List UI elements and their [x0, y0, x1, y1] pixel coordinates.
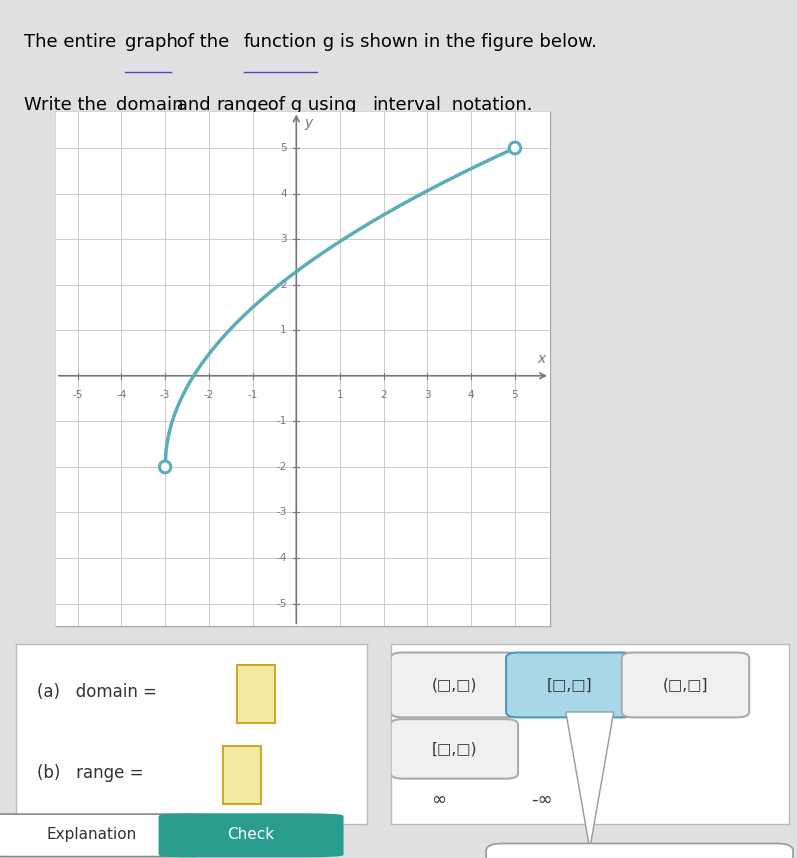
Text: Explanation: Explanation [46, 827, 137, 842]
Text: 4: 4 [280, 189, 287, 198]
Text: -∞: -∞ [532, 791, 552, 809]
Text: and: and [171, 95, 216, 113]
Text: (a)   domain =: (a) domain = [37, 683, 157, 701]
Text: x: x [537, 352, 546, 366]
Text: -4: -4 [277, 553, 287, 563]
Text: (b)   range =: (b) range = [37, 764, 143, 782]
Text: of the: of the [171, 33, 234, 51]
Text: Write the: Write the [24, 95, 112, 113]
Text: domain: domain [116, 95, 183, 113]
Text: [□,□): [□,□) [431, 741, 477, 757]
FancyBboxPatch shape [486, 843, 793, 858]
Text: 1: 1 [280, 325, 287, 335]
Circle shape [509, 142, 520, 154]
FancyBboxPatch shape [391, 719, 518, 779]
Text: interval: interval [372, 95, 442, 113]
FancyBboxPatch shape [391, 652, 518, 717]
FancyBboxPatch shape [622, 652, 749, 717]
FancyBboxPatch shape [506, 652, 634, 717]
Text: 1: 1 [336, 390, 344, 401]
Text: 3: 3 [424, 390, 431, 401]
Text: of g using: of g using [262, 95, 363, 113]
Polygon shape [566, 712, 614, 849]
Text: g is shown in the figure below.: g is shown in the figure below. [317, 33, 597, 51]
Text: 3: 3 [280, 234, 287, 245]
Text: range: range [216, 95, 269, 113]
Text: -4: -4 [116, 390, 127, 401]
FancyBboxPatch shape [223, 746, 261, 804]
Text: -1: -1 [277, 416, 287, 426]
Circle shape [159, 461, 171, 473]
Text: 5: 5 [512, 390, 518, 401]
Text: function: function [244, 33, 317, 51]
Text: -2: -2 [204, 390, 214, 401]
Text: (□,□): (□,□) [432, 678, 477, 692]
Text: -3: -3 [277, 507, 287, 517]
Text: 5: 5 [280, 143, 287, 153]
FancyBboxPatch shape [237, 665, 276, 722]
Text: 2: 2 [380, 390, 387, 401]
FancyBboxPatch shape [159, 814, 343, 856]
Text: -1: -1 [247, 390, 257, 401]
FancyBboxPatch shape [0, 814, 215, 856]
Text: graph: graph [124, 33, 178, 51]
Text: y: y [304, 116, 312, 130]
Text: -3: -3 [160, 390, 171, 401]
Text: 4: 4 [468, 390, 474, 401]
Text: [□,□]: [□,□] [547, 678, 593, 692]
Text: 2: 2 [280, 280, 287, 290]
Text: -5: -5 [73, 390, 83, 401]
Text: -2: -2 [277, 462, 287, 472]
Text: notation.: notation. [446, 95, 532, 113]
Text: The entire: The entire [24, 33, 122, 51]
Text: -5: -5 [277, 599, 287, 608]
Text: ∞: ∞ [431, 791, 446, 809]
Text: Check: Check [227, 827, 275, 842]
Text: (□,□]: (□,□] [662, 678, 709, 692]
